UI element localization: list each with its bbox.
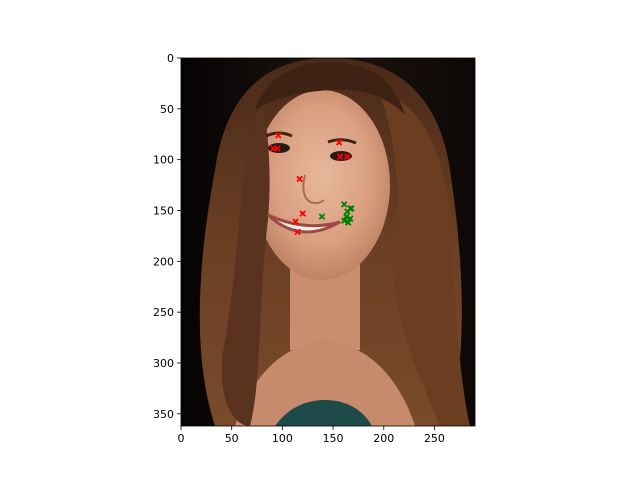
green-x-marker [340, 201, 348, 208]
x-tick-label: 100 [272, 432, 293, 445]
red-x-marker [270, 145, 277, 152]
y-tick-label: 50 [160, 103, 174, 116]
red-x-marker [292, 218, 299, 225]
y-axis: 0 50 100 150 200 250 300 350 [153, 52, 181, 421]
hair-right-front [378, 90, 470, 426]
green-x-marker [340, 217, 348, 224]
x-tick-label: 0 [178, 432, 185, 445]
plot-frame [180, 57, 476, 427]
red-x-marker [296, 175, 303, 183]
green-x-marker [343, 213, 350, 220]
x-tick-label: 250 [424, 432, 445, 445]
top-garment [275, 400, 372, 426]
red-x-marker [344, 153, 351, 160]
y-tick-label: 350 [153, 408, 174, 421]
red-x-marker [335, 139, 343, 146]
left-eyebrow [265, 131, 293, 138]
red-x-marker [275, 132, 282, 139]
green-x-marker [348, 205, 355, 212]
y-tick-label: 100 [153, 154, 174, 167]
green-x-marker [345, 219, 352, 226]
x-tick-label: 200 [373, 432, 394, 445]
face [254, 90, 390, 280]
green-x-marker [318, 213, 326, 220]
mouth [266, 213, 341, 234]
right-eyebrow [327, 138, 357, 145]
portrait-photo [181, 58, 475, 426]
red-x-marker [294, 228, 301, 236]
points-layer [270, 132, 355, 236]
y-tick-label: 300 [153, 357, 174, 370]
shoulders [235, 340, 415, 426]
hair-left-front [221, 100, 270, 426]
hair-top [255, 62, 405, 115]
y-tick-label: 200 [153, 255, 174, 268]
x-tick-label: 50 [225, 432, 239, 445]
green-x-marker [347, 215, 354, 222]
x-axis: 0 50 100 150 200 250 [178, 426, 445, 445]
x-tick-label: 150 [323, 432, 344, 445]
y-tick-label: 0 [167, 52, 174, 65]
nose [302, 174, 325, 205]
red-x-marker [336, 153, 344, 160]
y-tick-label: 250 [153, 306, 174, 319]
y-tick-label: 150 [153, 204, 174, 217]
red-x-marker [299, 210, 306, 217]
